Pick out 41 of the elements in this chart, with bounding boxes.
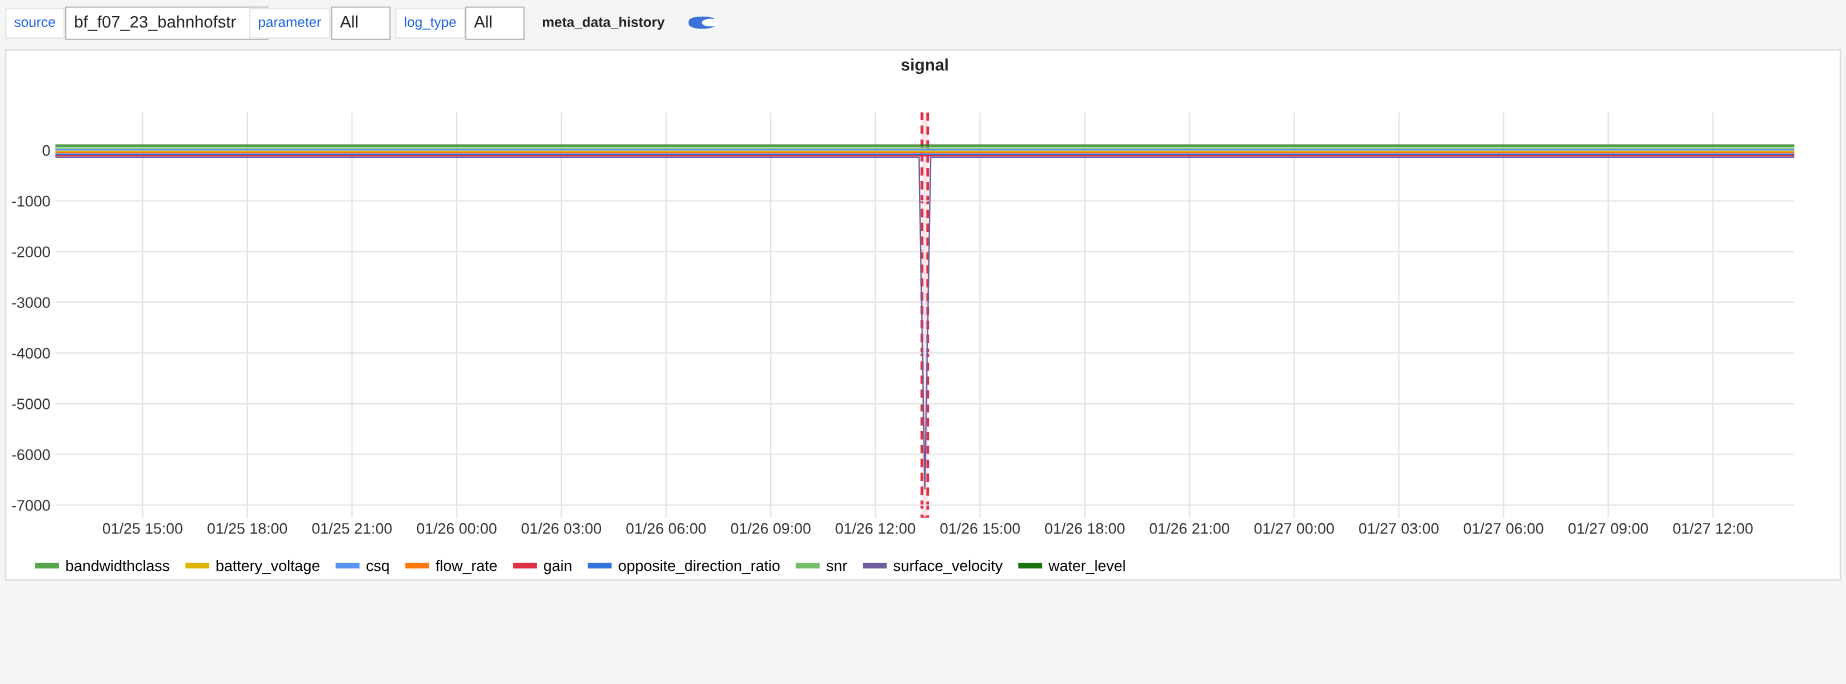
y-tick-label: -6000 [12,449,50,461]
text: All [474,15,492,28]
y-tick-label: -4000 [12,347,50,359]
legend-label: gain [543,559,572,575]
y-tick-label: -1000 [12,195,50,207]
text: meta_data_history [542,16,665,30]
legend-label: bandwidthclass [66,559,170,572]
x-tick-label: 01/27 03:00 [1359,522,1439,534]
legend-label: snr [826,562,848,572]
x-tick-label: 01/25 21:00 [312,522,392,534]
x-tick-label: 01/27 06:00 [1463,522,1544,534]
x-tick-label: 01/26 06:00 [626,522,706,534]
text: bf_f07_23_bahnhofstr [75,15,236,31]
x-tick-label: 01/25 15:00 [102,522,183,534]
y-tick-label: -2000 [12,246,50,258]
x-tick-label: 01/26 03:00 [521,522,602,534]
x-tick-label: 01/27 00:00 [1254,522,1334,534]
x-tick-label: 01/26 00:00 [416,522,497,534]
legend-label: battery_voltage [216,559,320,575]
x-tick-label: 01/25 18:00 [207,522,288,534]
x-tick-label: 01/26 12:00 [835,522,916,534]
text: log_type [404,16,456,30]
chart-title: signal [901,58,948,75]
y-tick-label: 0 [42,145,50,156]
x-tick-label: 01/26 21:00 [1149,522,1230,534]
legend-label: water_level [1048,559,1125,575]
x-tick-label: 01/27 12:00 [1673,522,1753,534]
x-tick-label: 01/26 18:00 [1045,522,1125,534]
legend-label: surface_velocity [893,559,1003,575]
text: All [340,15,358,28]
legend-label: flow_rate [435,559,497,575]
y-tick-label: -5000 [12,398,50,410]
legend-label: opposite_direction_ratio [618,559,780,575]
x-tick-label: 01/26 09:00 [730,522,811,534]
x-tick-label: 01/26 15:00 [940,522,1020,534]
text: parameter [258,17,322,30]
legend-label: csq [366,562,389,575]
y-tick-label: -3000 [12,297,50,308]
y-tick-label: -7000 [12,499,50,511]
text: source [14,19,56,27]
x-tick-label: 01/27 09:00 [1568,522,1648,534]
